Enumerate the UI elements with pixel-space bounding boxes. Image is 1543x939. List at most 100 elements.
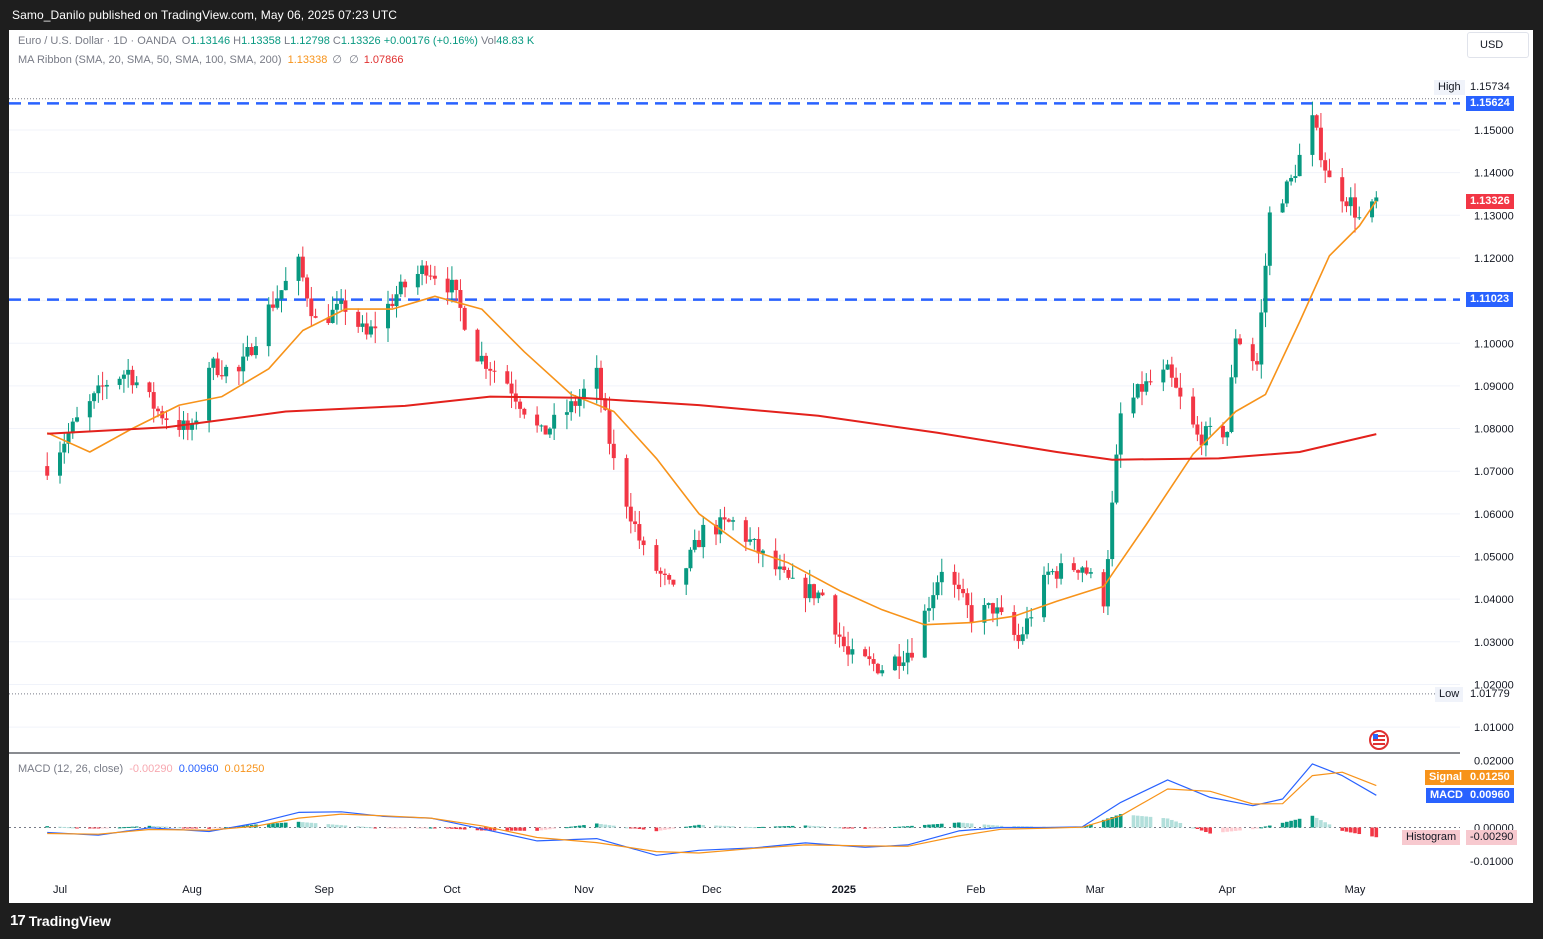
candle-body[interactable]	[535, 414, 540, 426]
candle-body[interactable]	[224, 366, 229, 377]
candle-body[interactable]	[1114, 454, 1119, 503]
candle-body[interactable]	[1255, 361, 1260, 365]
candle-body[interactable]	[164, 418, 169, 421]
candle-body[interactable]	[1297, 154, 1302, 177]
candle-body[interactable]	[1020, 634, 1025, 642]
candle-body[interactable]	[445, 278, 450, 293]
candle-body[interactable]	[458, 290, 463, 308]
candle-body[interactable]	[1118, 413, 1123, 455]
candle-body[interactable]	[599, 367, 604, 399]
candle-body[interactable]	[1195, 424, 1200, 435]
candle-body[interactable]	[1289, 177, 1294, 182]
candle-body[interactable]	[207, 367, 212, 421]
candle-body[interactable]	[1199, 434, 1204, 446]
candle-body[interactable]	[628, 506, 633, 522]
candle-body[interactable]	[671, 579, 676, 585]
candle-body[interactable]	[300, 256, 305, 278]
candle-body[interactable]	[1042, 574, 1047, 618]
candle-body[interactable]	[603, 398, 608, 410]
candle-body[interactable]	[283, 280, 288, 291]
candle-body[interactable]	[1012, 612, 1017, 635]
candle-body[interactable]	[492, 370, 497, 372]
candle-body[interactable]	[696, 539, 701, 548]
candle-body[interactable]	[982, 605, 987, 623]
candle-body[interactable]	[147, 382, 152, 393]
candle-body[interactable]	[483, 355, 488, 369]
candle-body[interactable]	[449, 279, 454, 293]
candle-body[interactable]	[1169, 364, 1174, 378]
candle-body[interactable]	[1029, 617, 1034, 619]
candle-body[interactable]	[846, 646, 851, 655]
candle-body[interactable]	[398, 281, 403, 295]
candle-body[interactable]	[1059, 563, 1064, 579]
candle-body[interactable]	[1357, 217, 1362, 219]
candle-body[interactable]	[1076, 570, 1081, 573]
candle-body[interactable]	[1225, 431, 1230, 438]
candle-body[interactable]	[343, 300, 348, 312]
candle-body[interactable]	[777, 566, 782, 570]
candle-body[interactable]	[475, 329, 480, 362]
candle-body[interactable]	[748, 539, 753, 542]
candle-body[interactable]	[841, 636, 846, 647]
candle-body[interactable]	[62, 443, 67, 453]
candle-body[interactable]	[811, 584, 816, 599]
candle-body[interactable]	[326, 317, 331, 324]
candle-body[interactable]	[782, 566, 787, 570]
candle-body[interactable]	[1174, 377, 1179, 388]
candle-body[interactable]	[249, 347, 254, 356]
candle-body[interactable]	[1050, 571, 1055, 573]
candle-body[interactable]	[692, 539, 697, 550]
candle-body[interactable]	[1140, 384, 1145, 392]
candle-body[interactable]	[1080, 567, 1085, 573]
candle-body[interactable]	[1340, 177, 1345, 202]
candle-body[interactable]	[219, 375, 224, 377]
candle-body[interactable]	[58, 452, 62, 476]
candle-body[interactable]	[1135, 384, 1140, 398]
candle-body[interactable]	[939, 571, 944, 583]
candle-body[interactable]	[1344, 201, 1349, 207]
candle-body[interactable]	[339, 300, 344, 304]
candle-body[interactable]	[999, 607, 1004, 613]
candle-body[interactable]	[130, 369, 135, 386]
candle-body[interactable]	[100, 385, 105, 387]
candle-body[interactable]	[134, 382, 139, 386]
candle-body[interactable]	[833, 595, 838, 635]
candle-body[interactable]	[624, 458, 629, 507]
candle-body[interactable]	[1131, 397, 1136, 414]
candle-body[interactable]	[607, 409, 612, 444]
candle-body[interactable]	[731, 520, 736, 522]
candle-body[interactable]	[552, 414, 557, 429]
candle-body[interactable]	[701, 524, 706, 548]
candle-body[interactable]	[75, 417, 80, 422]
candle-body[interactable]	[305, 277, 310, 299]
candle-body[interactable]	[995, 607, 1000, 614]
candle-body[interactable]	[253, 346, 258, 356]
sma20-line[interactable]	[46, 200, 1377, 626]
candle-body[interactable]	[215, 358, 220, 376]
candle-body[interactable]	[880, 670, 885, 674]
candle-body[interactable]	[577, 397, 582, 406]
candle-body[interactable]	[66, 433, 71, 444]
candle-body[interactable]	[420, 265, 425, 274]
candle-body[interactable]	[1105, 559, 1110, 607]
candle-body[interactable]	[564, 412, 569, 415]
candle-body[interactable]	[969, 605, 974, 623]
candle-body[interactable]	[70, 421, 75, 434]
candle-body[interactable]	[892, 656, 897, 671]
candle-body[interactable]	[1054, 571, 1059, 579]
candle-body[interactable]	[863, 649, 868, 657]
sma200-line[interactable]	[47, 395, 1377, 461]
candle-body[interactable]	[658, 570, 663, 574]
candle-body[interactable]	[956, 584, 961, 590]
candle-body[interactable]	[518, 401, 523, 409]
candle-body[interactable]	[927, 608, 932, 611]
candle-body[interactable]	[1148, 381, 1153, 383]
candle-body[interactable]	[1191, 396, 1196, 425]
candle-body[interactable]	[1323, 160, 1328, 171]
candle-body[interactable]	[965, 593, 970, 606]
candle-body[interactable]	[386, 303, 391, 329]
candle-body[interactable]	[1318, 127, 1323, 161]
candle-body[interactable]	[279, 290, 284, 299]
candle-body[interactable]	[121, 374, 126, 379]
candle-body[interactable]	[1024, 618, 1029, 635]
